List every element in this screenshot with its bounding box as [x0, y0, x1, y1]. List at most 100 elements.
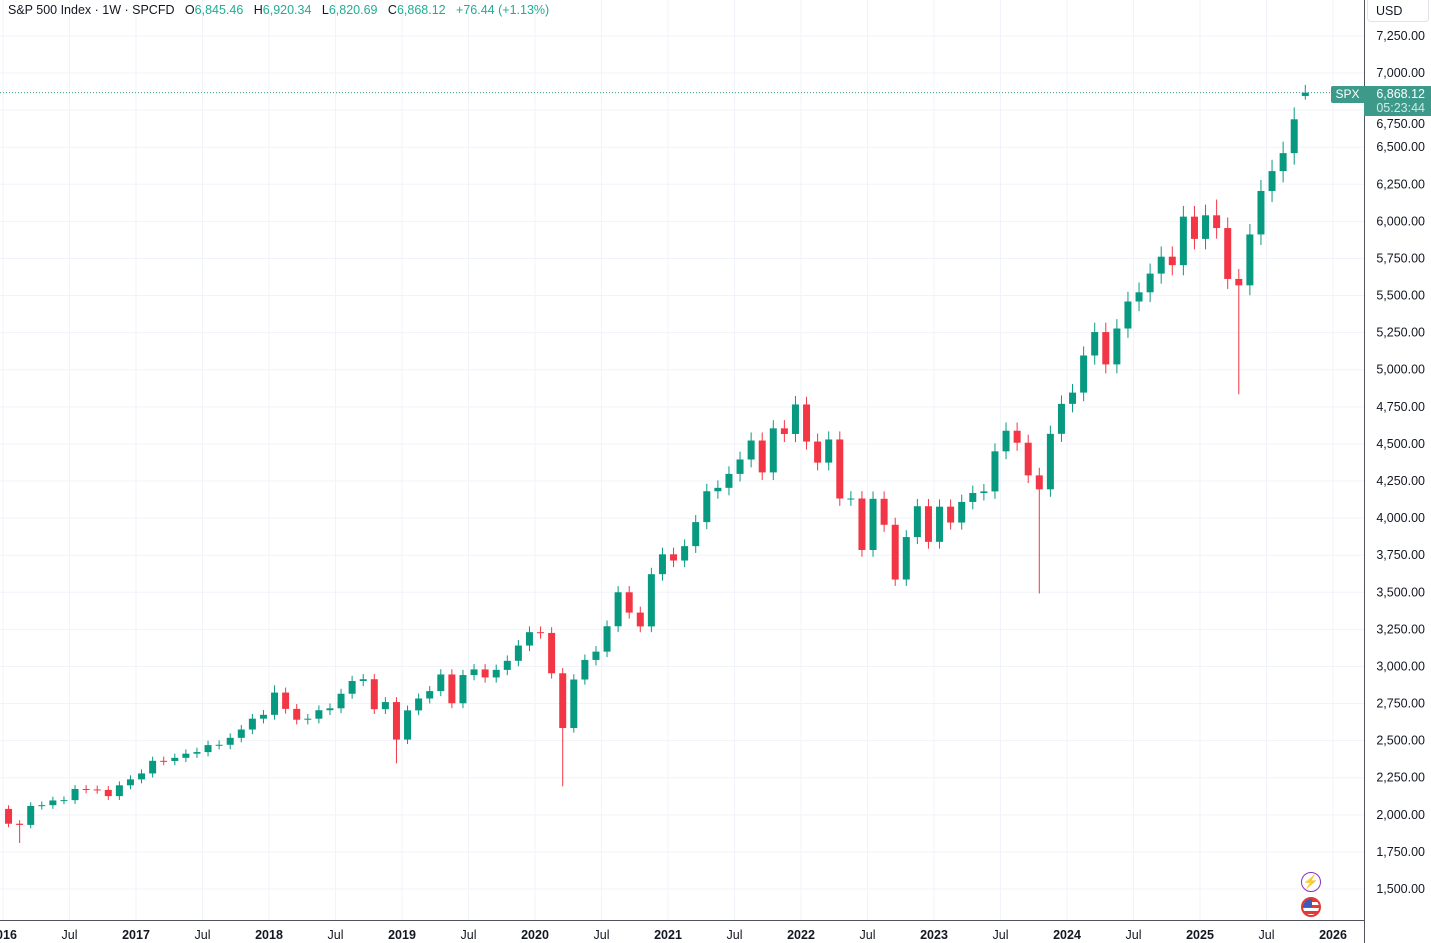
candle-body	[171, 757, 179, 761]
y-tick-label: 5,500.00	[1376, 289, 1425, 303]
y-tick-label: 3,250.00	[1376, 622, 1425, 636]
candle-body	[1224, 228, 1232, 279]
ticker-tag: SPX	[1331, 86, 1364, 103]
change-value: +76.44 (+1.13%)	[456, 3, 550, 17]
candle-body	[692, 522, 700, 547]
candle-body	[525, 632, 533, 646]
x-tick-label: 2017	[122, 928, 150, 942]
candle-body	[958, 501, 966, 523]
last-price: 6,868.12	[1376, 87, 1425, 101]
candle-body	[492, 669, 500, 678]
x-tick-label: 2023	[920, 928, 948, 942]
candle-body	[1102, 332, 1110, 365]
candle-body	[27, 805, 35, 825]
candle-body	[913, 506, 921, 538]
candle-body	[304, 718, 312, 720]
x-tick-label: 2026	[1319, 928, 1347, 942]
y-tick-label: 7,000.00	[1376, 66, 1425, 80]
candle-body	[980, 491, 988, 494]
symbol-title: S&P 500 Index · 1W · SPCFD	[8, 3, 175, 17]
candle-body	[936, 506, 944, 542]
candle-body	[1013, 430, 1021, 443]
candle-body	[1190, 216, 1198, 239]
candle-body	[1235, 278, 1243, 286]
high-label: H	[253, 3, 263, 17]
candle-body	[71, 789, 79, 801]
candle-body	[470, 669, 478, 676]
y-tick-label: 1,750.00	[1376, 845, 1425, 859]
candle-body	[93, 789, 101, 791]
candle-body	[248, 718, 256, 730]
candle-body	[670, 554, 678, 561]
x-tick-label: Jul	[860, 928, 876, 942]
candle-body	[1290, 119, 1298, 154]
candle-body	[858, 498, 866, 550]
candle-body	[1057, 403, 1065, 434]
candle-body	[514, 645, 522, 661]
y-tick-label: 3,750.00	[1376, 548, 1425, 562]
candle-body	[82, 789, 90, 791]
candle-body	[426, 691, 434, 699]
candle-body	[559, 673, 567, 729]
candle-body	[60, 800, 68, 802]
candle-body	[658, 554, 666, 575]
candle-body	[581, 659, 589, 680]
low-value: 6,820.69	[328, 3, 378, 17]
candle-body	[625, 592, 633, 613]
us-flag-icon[interactable]	[1301, 897, 1321, 917]
candle-body	[359, 679, 367, 681]
open-value: 6,845.46	[194, 3, 244, 17]
low-label: L	[321, 3, 329, 17]
candle-body	[1024, 442, 1032, 476]
candle-body	[769, 428, 777, 473]
x-tick-label: 2019	[388, 928, 416, 942]
candle-body	[891, 524, 899, 580]
x-tick-label: Jul	[993, 928, 1009, 942]
candle-body	[548, 632, 556, 674]
candle-body	[337, 693, 345, 709]
y-tick-label: 2,000.00	[1376, 808, 1425, 822]
candle-body	[725, 473, 733, 488]
candle-body	[1035, 475, 1043, 490]
close-label: C	[387, 3, 397, 17]
candle-body	[570, 679, 578, 729]
candle-body	[392, 702, 400, 740]
candle-body	[215, 744, 223, 746]
lightning-icon[interactable]: ⚡	[1301, 872, 1321, 892]
candle-body	[1168, 256, 1176, 266]
candle-body	[326, 708, 334, 711]
candle-body	[1202, 215, 1210, 239]
plot-area	[0, 0, 1364, 920]
candle-body	[825, 439, 833, 463]
x-tick-label: Jul	[1126, 928, 1142, 942]
x-tick-label: 2021	[654, 928, 682, 942]
y-tick-label: 2,250.00	[1376, 771, 1425, 785]
candle-body	[1246, 234, 1254, 286]
candle-body	[714, 487, 722, 492]
x-tick-label: Jul	[195, 928, 211, 942]
candle-body	[226, 737, 234, 745]
candle-body	[381, 702, 389, 710]
currency-button[interactable]: USD	[1367, 0, 1429, 22]
candle-body	[847, 498, 855, 500]
x-tick-label: 2025	[1186, 928, 1214, 942]
candle-body	[282, 692, 290, 709]
candle-body	[193, 752, 201, 754]
y-tick-label: 5,000.00	[1376, 363, 1425, 377]
x-tick-label: 2018	[255, 928, 283, 942]
candle-body	[126, 779, 134, 786]
candle-body	[1279, 153, 1287, 172]
last-price-tag: 6,868.12 05:23:44	[1364, 86, 1431, 116]
candle-body	[758, 440, 766, 473]
candle-body	[503, 660, 511, 670]
candle-body	[880, 498, 888, 525]
candle-body	[315, 710, 323, 719]
candle-body	[271, 692, 279, 715]
candle-body	[459, 675, 467, 704]
candle-body	[1091, 332, 1099, 356]
candle-body	[437, 674, 445, 692]
x-tick-label: 2022	[787, 928, 815, 942]
x-tick-label: 2024	[1053, 928, 1081, 942]
y-tick-label: 7,250.00	[1376, 29, 1425, 43]
